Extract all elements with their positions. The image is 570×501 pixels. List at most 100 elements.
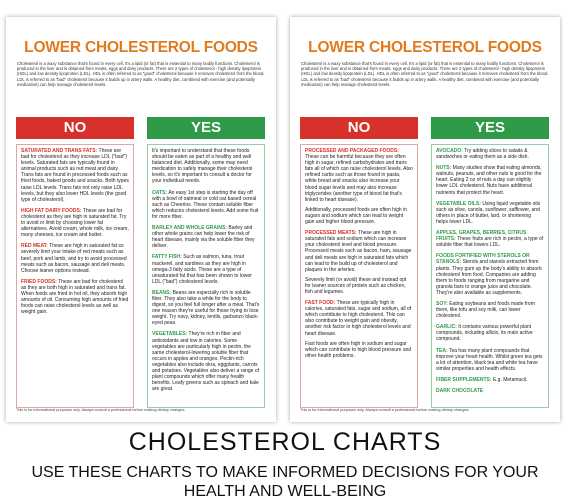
food-item: FATTY FISH: Such as salmon, tuna, trout … (152, 254, 260, 284)
item-paragraph: HIGH FAT DAIRY FOODS: These are bad for … (21, 208, 129, 238)
item-paragraph: Fast foods are often high in sodium and … (305, 341, 413, 359)
food-item: DARK CHOCOLATE (436, 388, 544, 394)
item-heading: VEGETABLES: (152, 331, 188, 338)
item-text: These are bad for cholesterol as they ar… (21, 278, 129, 316)
intro-text: Cholesterol is a waxy substance that's f… (301, 61, 549, 87)
food-item: BARLEY AND WHOLE GRAINS: Barley and othe… (152, 225, 260, 249)
item-heading: NUTS: (436, 165, 452, 172)
item-text: Beans are especially rich in soluble fib… (152, 289, 260, 327)
item-paragraph: PROCESSED AND PACKAGED FOODS: These can … (305, 148, 413, 203)
yes-column: YES AVOCADO: Try adding slices to salads … (431, 117, 549, 408)
item-paragraph: NUTS: Many studies show that eating almo… (436, 165, 544, 195)
food-item: SOY: Eating soybeans and foods made from… (436, 301, 544, 319)
food-item: NUTS: Many studies show that eating almo… (436, 165, 544, 195)
item-paragraph: TEA: Tea has many plant compounds that i… (436, 348, 544, 372)
page-title: LOWER CHOLESTEROL FOODS (24, 39, 258, 56)
disclaimer: This is for informational purposes only.… (300, 408, 470, 412)
chart-page: LOWER CHOLESTEROL FOODS Cholesterol is a … (290, 17, 560, 422)
item-text: They're rich in fiber and antioxidants a… (152, 331, 260, 393)
item-heading: PROCESSED MEATS: (305, 230, 357, 237)
item-text: It contains various powerful plant compo… (436, 324, 533, 343)
disclaimer: This is for informational purposes only.… (16, 408, 186, 412)
item-paragraph: Additionally, processed foods are often … (305, 207, 413, 225)
item-text: These are high in saturated fats and sod… (305, 230, 412, 273)
item-paragraph: FAST FOOD: These are typically high in c… (305, 300, 413, 337)
item-paragraph: FATTY FISH: Such as salmon, tuna, trout … (152, 254, 260, 284)
food-item: GARLIC: It contains various powerful pla… (436, 324, 544, 342)
food-item: TEA: Tea has many plant compounds that i… (436, 348, 544, 372)
food-item: FOODS FORTIFIED WITH STEROLS OR STANOLS:… (436, 253, 544, 296)
item-heading: FATTY FISH: (152, 254, 182, 261)
item-text: These are bad for cholesterol as they in… (21, 148, 129, 203)
item-text: It's important to understand that these … (152, 148, 253, 185)
food-item: APPLES, GRAPES, BERRIES, CITRUS FRUITS: … (436, 230, 544, 248)
food-item: PROCESSED AND PACKAGED FOODS: These can … (305, 148, 413, 225)
item-text: These are typically high in calories, sa… (305, 300, 412, 337)
item-heading: SOY: (436, 300, 448, 307)
item-heading: VEGETABLE OILS: (436, 200, 481, 207)
item-text: An easy 1st step is starting the day off… (152, 189, 259, 220)
item-heading: GARLIC: (436, 324, 457, 331)
item-heading: FIBER SUPPLEMENTS: (436, 376, 492, 383)
item-paragraph: It's important to understand that these … (152, 148, 260, 185)
item-heading: DARK CHOCOLATE (436, 388, 484, 394)
item-heading: OATS: (152, 189, 168, 196)
food-item: BEANS: Beans are especially rich in solu… (152, 290, 260, 327)
item-text: These fruits are rich in pectin, a type … (436, 236, 544, 249)
no-column: NO PROCESSED AND PACKAGED FOODS: These ca… (300, 117, 418, 408)
subtitle-line: USE THESE CHARTS TO MAKE INFORMED DECISI… (31, 464, 539, 481)
food-item: FAST FOOD: These are typically high in c… (305, 300, 413, 359)
no-header: NO (16, 117, 134, 139)
item-paragraph: APPLES, GRAPES, BERRIES, CITRUS FRUITS: … (436, 230, 544, 248)
item-text: These are high in saturated fat so sever… (21, 243, 127, 274)
item-paragraph: Severely limit (or avoid) these and inst… (305, 277, 413, 295)
item-paragraph: VEGETABLE OILS: Using liquid vegetable o… (436, 201, 544, 225)
food-item: HIGH FAT DAIRY FOODS: These are bad for … (21, 208, 129, 238)
intro-text: Cholesterol is a waxy substance that's f… (17, 61, 265, 87)
item-heading: FAST FOOD: (305, 300, 336, 307)
food-item: VEGETABLE OILS: Using liquid vegetable o… (436, 201, 544, 225)
food-item: PROCESSED MEATS: These are high in satur… (305, 230, 413, 295)
yes-header: YES (147, 117, 265, 139)
food-item: FIBER SUPPLEMENTS: E.g. Metamucil. (436, 377, 544, 383)
item-text: Eating soybeans and foods made from them… (436, 300, 535, 320)
item-text: Severely limit (or avoid) these and inst… (305, 276, 407, 295)
item-paragraph: OATS: An easy 1st step is starting the d… (152, 190, 260, 220)
item-text: Tea has many plant compounds that improv… (436, 347, 543, 372)
item-heading: APPLES, GRAPES, BERRIES, CITRUS FRUITS: (436, 230, 527, 243)
no-list: SATURATED AND TRANS FATS: These are bad … (16, 144, 134, 408)
item-text: Such as salmon, tuna, trout mackerel, an… (152, 254, 252, 285)
food-item: OATS: An easy 1st step is starting the d… (152, 190, 260, 220)
yes-header: YES (431, 117, 549, 139)
food-item: SATURATED AND TRANS FATS: These are bad … (21, 148, 129, 203)
item-text: Sterols and stanols extracted from plant… (436, 259, 542, 296)
item-text: Try adding slices to salads & sandwiches… (436, 148, 529, 161)
item-heading: BARLEY AND WHOLE GRAINS: (152, 225, 227, 232)
item-text: Additionally, processed foods are often … (305, 206, 407, 226)
no-list: PROCESSED AND PACKAGED FOODS: These can … (300, 144, 418, 408)
item-heading: FOODS FORTIFIED WITH STEROLS OR STANOLS: (436, 253, 530, 266)
item-paragraph: PROCESSED MEATS: These are high in satur… (305, 230, 413, 273)
no-header: NO (300, 117, 418, 139)
item-paragraph: AVOCADO: Try adding slices to salads & s… (436, 148, 544, 160)
item-paragraph: BEANS: Beans are especially rich in solu… (152, 290, 260, 327)
item-heading: SATURATED AND TRANS FATS: (21, 148, 98, 154)
banner-title: CHOLESTEROL CHARTS (128, 428, 442, 456)
item-paragraph: RED MEAT: These are high in saturated fa… (21, 243, 129, 273)
chart-page: LOWER CHOLESTEROL FOODS Cholesterol is a … (6, 17, 276, 422)
yes-list: AVOCADO: Try adding slices to salads & s… (431, 144, 549, 408)
item-paragraph: BARLEY AND WHOLE GRAINS: Barley and othe… (152, 225, 260, 249)
food-item: AVOCADO: Try adding slices to salads & s… (436, 148, 544, 160)
item-heading: PROCESSED AND PACKAGED FOODS: (305, 148, 399, 154)
item-heading: AVOCADO: (436, 148, 463, 154)
item-heading: HIGH FAT DAIRY FOODS: (21, 207, 82, 214)
item-text: Fast foods are often high in sodium and … (305, 340, 412, 359)
subtitle-line: HEALTH AND WELL-BEING (183, 483, 387, 500)
yes-list: It's important to understand that these … (147, 144, 265, 408)
item-text: E.g. Metamucil. (492, 376, 528, 383)
item-paragraph: FOODS FORTIFIED WITH STEROLS OR STANOLS:… (436, 253, 544, 296)
item-paragraph: GARLIC: It contains various powerful pla… (436, 324, 544, 342)
yes-column: YES It's important to understand that the… (147, 117, 265, 408)
item-text: Using liquid vegetable oils such as oliv… (436, 200, 541, 225)
no-column: NO SATURATED AND TRANS FATS: These are ba… (16, 117, 134, 408)
